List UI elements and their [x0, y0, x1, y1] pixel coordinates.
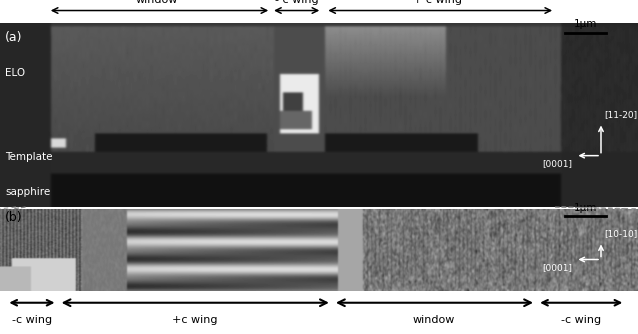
Text: -c wing: -c wing: [12, 315, 52, 325]
Text: window: window: [413, 315, 455, 325]
Text: -c wing: -c wing: [561, 315, 600, 325]
Text: 1μm: 1μm: [574, 203, 597, 213]
Text: - c wing: - c wing: [275, 0, 318, 5]
Text: sapphire: sapphire: [5, 187, 50, 197]
Text: ELO: ELO: [5, 68, 26, 78]
Text: [0001]: [0001]: [542, 159, 572, 168]
Text: (a): (a): [5, 31, 22, 44]
Text: window: window: [135, 0, 177, 5]
Text: 1μm: 1μm: [574, 19, 597, 29]
Text: [0001]: [0001]: [542, 263, 572, 272]
Text: [10-10]: [10-10]: [604, 229, 637, 238]
Text: [11-20]: [11-20]: [604, 110, 637, 119]
Text: +c wing: +c wing: [172, 315, 218, 325]
Text: Template: Template: [5, 153, 52, 162]
Text: (b): (b): [5, 211, 23, 224]
Text: + c wing: + c wing: [413, 0, 461, 5]
